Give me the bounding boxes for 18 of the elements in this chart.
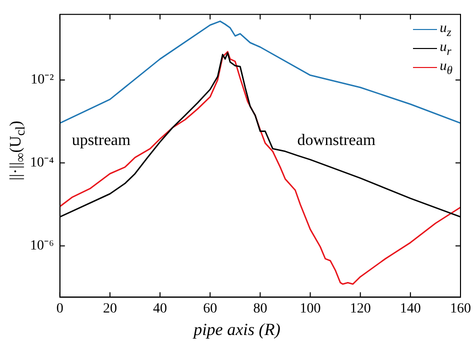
y-tick-label: 10⁻⁶ [30, 238, 54, 254]
x-tick-label: 140 [400, 301, 421, 316]
x-tick-label: 100 [300, 301, 321, 316]
x-tick-label: 20 [102, 301, 117, 316]
x-tick-label: 120 [350, 301, 371, 316]
y-tick-label: 10⁻² [30, 72, 54, 88]
x-tick-label: 160 [450, 301, 471, 316]
x-tick-label: 80 [253, 301, 268, 316]
x-axis-title: pipe axis (R) [192, 320, 282, 340]
x-tick-label: 40 [153, 301, 168, 316]
x-tick-label: 0 [56, 301, 64, 316]
legend-label: u$_{θ}$ [440, 58, 452, 77]
x-tick-label: 60 [203, 301, 218, 316]
annotation: upstream [72, 132, 132, 150]
legend-label: u$_{z}$ [440, 20, 452, 39]
annotation: downstream [297, 132, 376, 150]
y-tick-label: 10⁻⁴ [30, 156, 54, 171]
legend-label: u$_{r}$ [440, 40, 452, 58]
